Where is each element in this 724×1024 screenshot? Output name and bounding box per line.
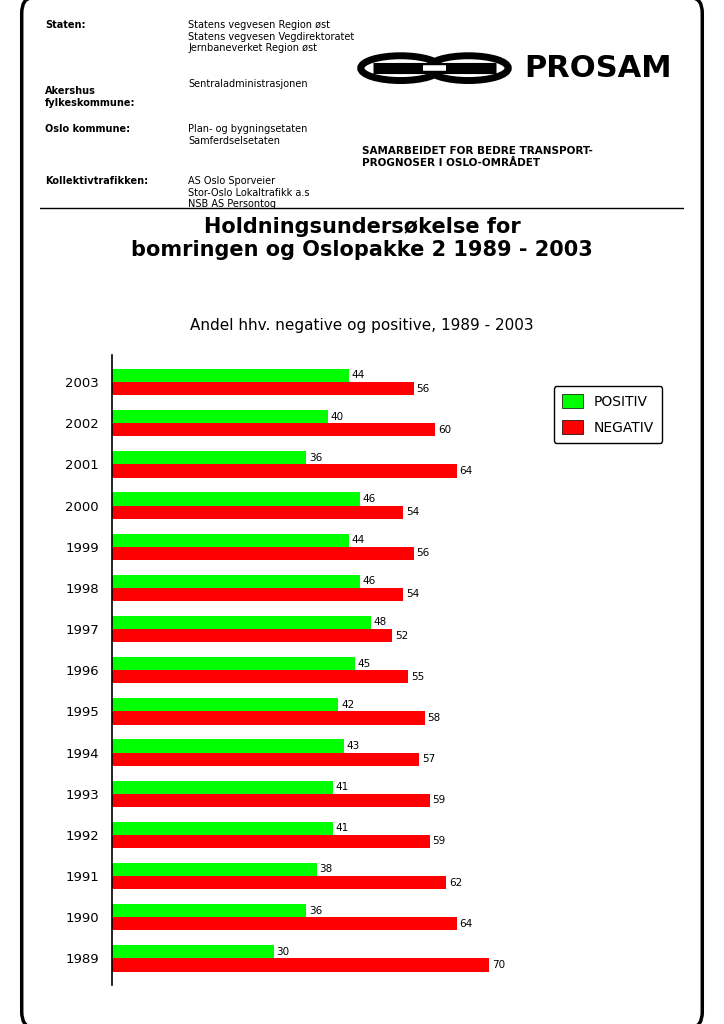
Text: 59: 59 [433, 796, 446, 805]
Text: 41: 41 [336, 823, 349, 834]
Text: 41: 41 [336, 782, 349, 793]
Text: Kollektivtrafikken:: Kollektivtrafikken: [45, 176, 148, 186]
Bar [112, 958, 489, 972]
Text: 60: 60 [438, 425, 451, 435]
Text: 36: 36 [308, 453, 322, 463]
Text: 30: 30 [277, 947, 290, 956]
Text: 43: 43 [347, 741, 360, 751]
Text: SAMARBEIDET FOR BEDRE TRANSPORT-
PROGNOSER I OSLO-OMRÅDET: SAMARBEIDET FOR BEDRE TRANSPORT- PROGNOS… [362, 146, 593, 168]
Text: 54: 54 [405, 590, 419, 599]
Text: 56: 56 [416, 384, 430, 393]
Text: 46: 46 [363, 494, 376, 504]
Bar [112, 465, 457, 477]
Text: PROSAM: PROSAM [524, 53, 672, 83]
Text: Oslo kommune:: Oslo kommune: [45, 124, 130, 134]
Text: Staten:: Staten: [45, 20, 85, 31]
Bar [112, 452, 306, 465]
Text: 40: 40 [330, 412, 343, 422]
Text: 45: 45 [357, 658, 371, 669]
Bar [112, 739, 344, 753]
Text: 46: 46 [363, 577, 376, 587]
Bar [112, 698, 338, 712]
Text: 52: 52 [395, 631, 408, 641]
Bar [112, 493, 360, 506]
Bar [112, 423, 435, 436]
Bar [112, 835, 430, 848]
Bar [112, 876, 446, 889]
Bar [112, 629, 392, 642]
Text: Andel hhv. negative og positive, 1989 - 2003: Andel hhv. negative og positive, 1989 - … [190, 317, 534, 333]
Text: 54: 54 [405, 507, 419, 517]
Text: 62: 62 [449, 878, 462, 888]
Text: 57: 57 [422, 754, 435, 764]
Bar [112, 863, 317, 876]
Text: 38: 38 [319, 864, 333, 874]
Bar [112, 794, 430, 807]
Bar [112, 506, 403, 519]
Bar [112, 821, 333, 835]
Bar [112, 534, 349, 547]
Legend: POSITIV, NEGATIV: POSITIV, NEGATIV [554, 386, 662, 443]
Text: 64: 64 [460, 919, 473, 929]
Bar [112, 382, 414, 395]
Bar [112, 670, 408, 683]
Bar [112, 547, 414, 560]
Text: Sentraladministrasjonen: Sentraladministrasjonen [188, 79, 308, 89]
Bar [112, 945, 274, 958]
Text: 48: 48 [374, 617, 387, 628]
Bar [112, 780, 333, 794]
Bar [112, 904, 306, 918]
Text: AS Oslo Sporveier
Stor-Oslo Lokaltrafikk a.s
NSB AS Persontog: AS Oslo Sporveier Stor-Oslo Lokaltrafikk… [188, 176, 310, 209]
Text: Statens vegvesen Region øst
Statens vegvesen Vegdirektoratet
Jernbaneverket Regi: Statens vegvesen Region øst Statens vegv… [188, 20, 354, 53]
Bar [112, 615, 371, 629]
Bar [112, 574, 360, 588]
Text: 44: 44 [352, 536, 365, 545]
Text: Akershus
fylkeskommune:: Akershus fylkeskommune: [45, 86, 135, 108]
Bar [112, 918, 457, 931]
Bar [112, 753, 419, 766]
Text: 58: 58 [427, 713, 440, 723]
Text: 59: 59 [433, 837, 446, 847]
Bar [112, 657, 355, 670]
Bar [112, 712, 424, 725]
Text: 42: 42 [341, 699, 354, 710]
Text: 56: 56 [416, 548, 430, 558]
Text: Holdningsundersøkelse for
bomringen og Oslopakke 2 1989 - 2003: Holdningsundersøkelse for bomringen og O… [131, 217, 593, 260]
Text: 44: 44 [352, 371, 365, 381]
Bar [112, 588, 403, 601]
Text: Plan- og bygningsetaten
Samferdselsetaten: Plan- og bygningsetaten Samferdselsetate… [188, 124, 308, 145]
Text: 70: 70 [492, 959, 505, 970]
Text: 64: 64 [460, 466, 473, 476]
Text: 36: 36 [308, 905, 322, 915]
Bar [112, 369, 349, 382]
Text: 55: 55 [411, 672, 424, 682]
Bar [112, 410, 327, 423]
